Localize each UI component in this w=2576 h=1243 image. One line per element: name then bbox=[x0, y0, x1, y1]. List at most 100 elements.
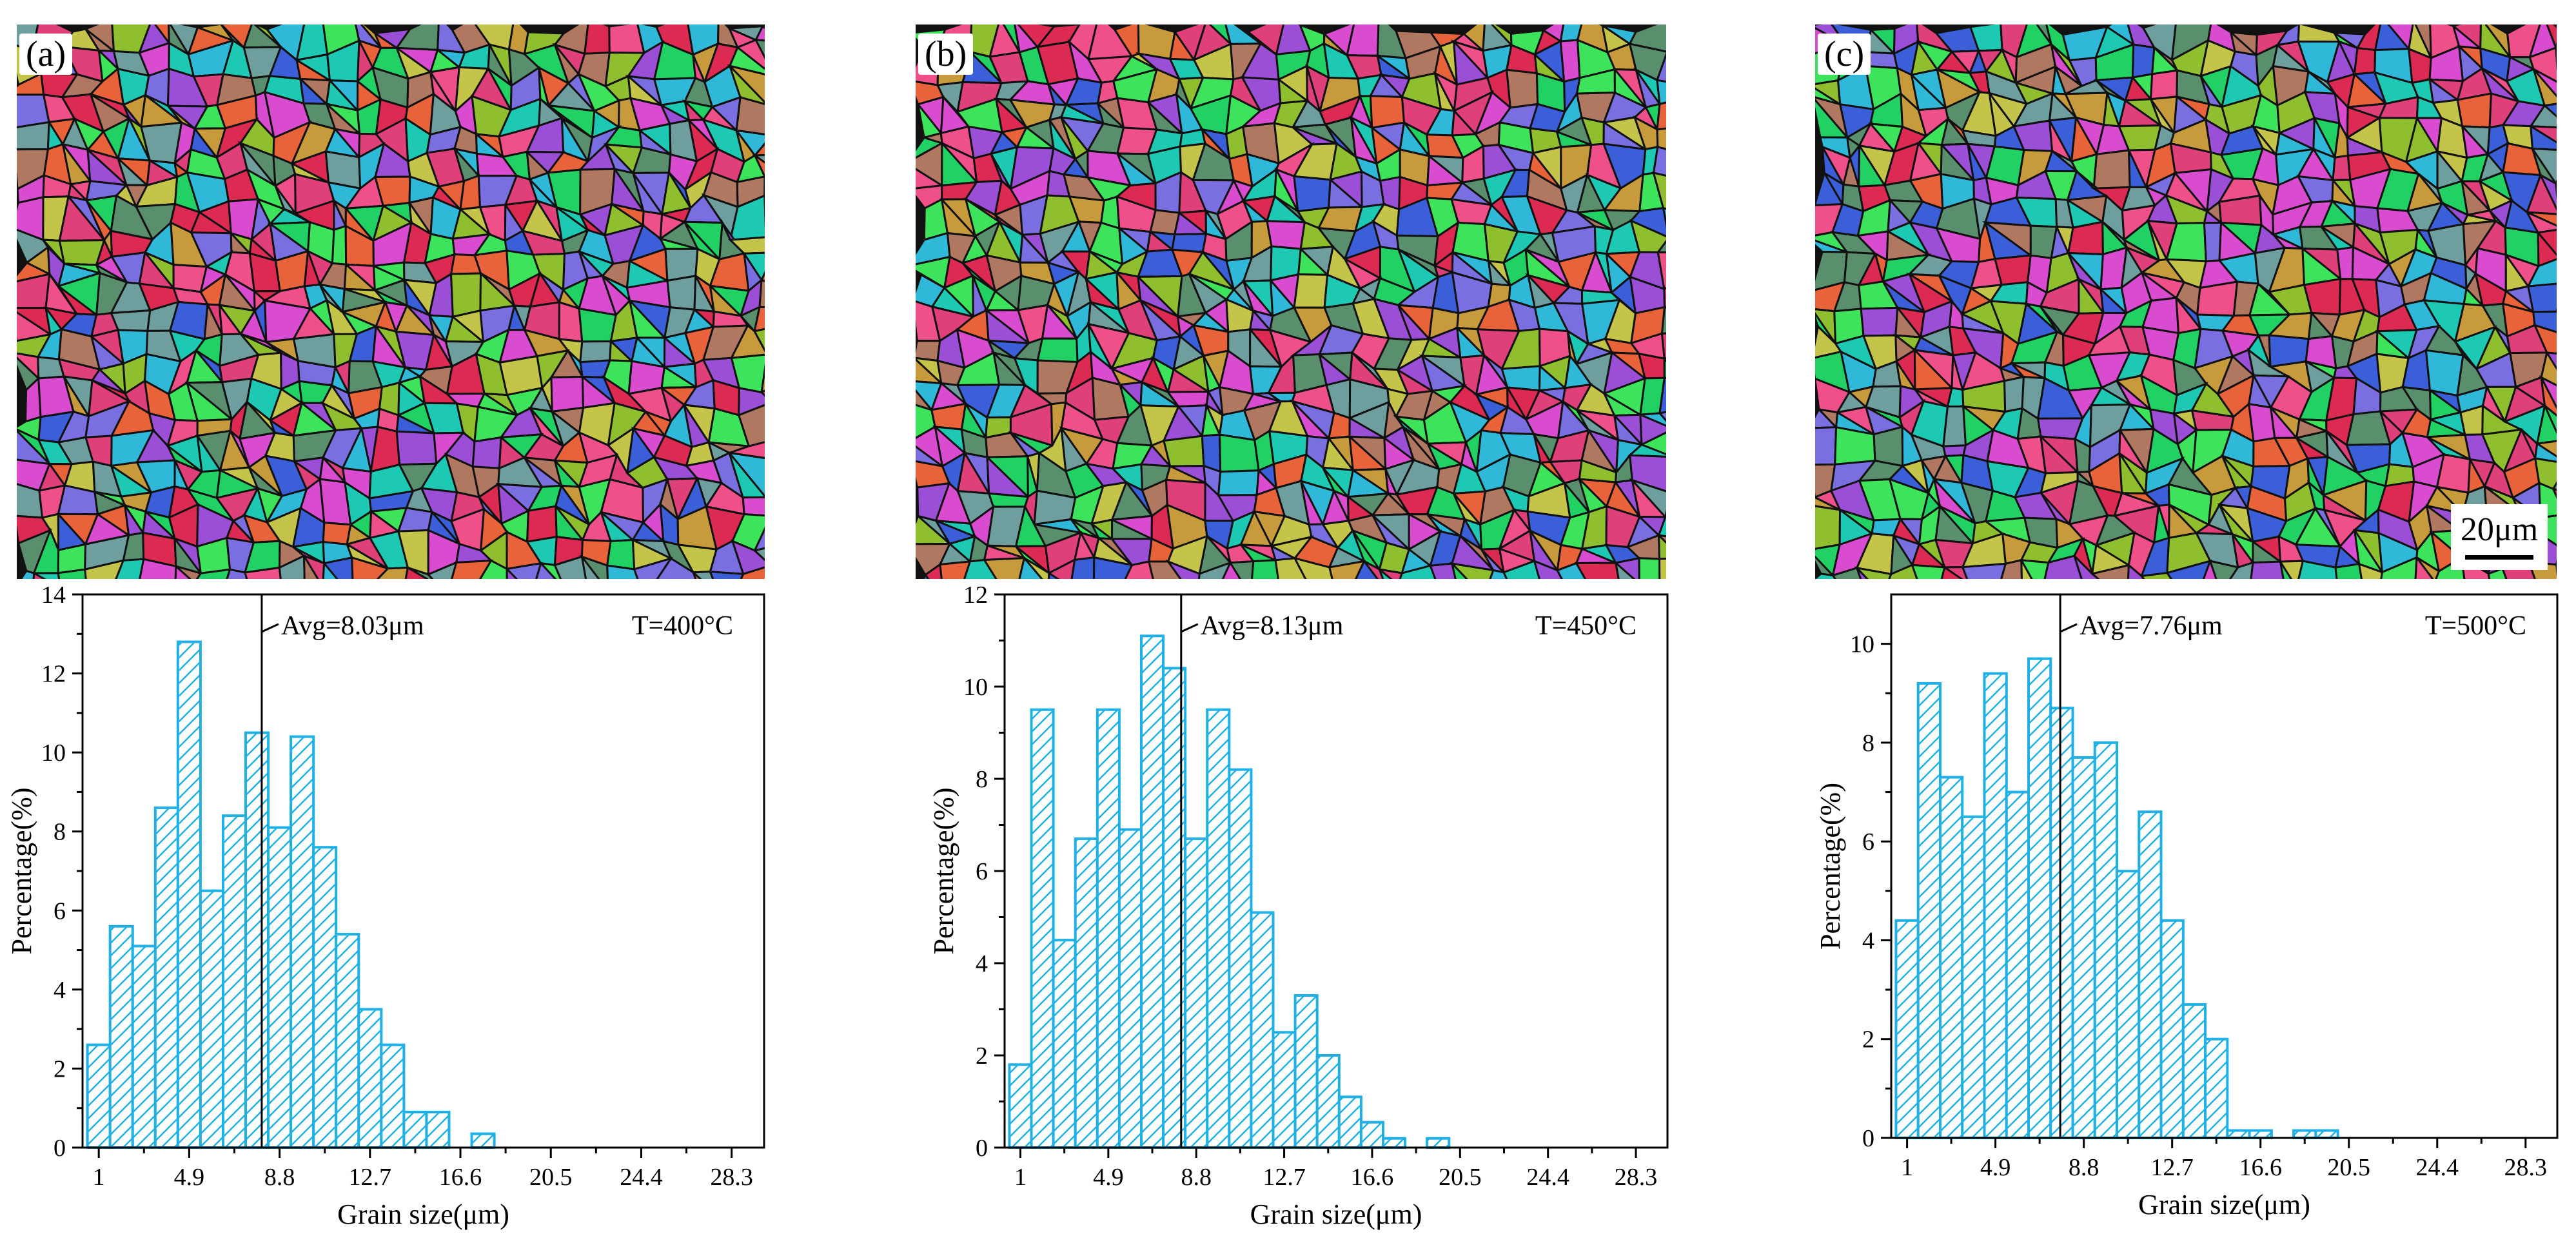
histogram-bar bbox=[359, 1010, 381, 1148]
histogram-bar bbox=[2117, 871, 2139, 1138]
grain bbox=[1294, 275, 1328, 308]
x-tick-label: 1 bbox=[1014, 1164, 1027, 1191]
x-tick-label: 20.5 bbox=[2327, 1154, 2370, 1181]
grain bbox=[1912, 565, 1945, 579]
y-tick-label: 0 bbox=[1862, 1125, 1874, 1152]
grain bbox=[1294, 176, 1330, 211]
histogram-bar bbox=[2250, 1131, 2272, 1138]
y-axis-label: Percentage(%) bbox=[928, 788, 959, 955]
histogram-bar bbox=[1097, 710, 1119, 1148]
x-tick-label: 12.7 bbox=[349, 1164, 392, 1191]
grain bbox=[2457, 93, 2491, 128]
avg-label: Avg=8.13μm bbox=[1201, 611, 1344, 641]
y-tick-label: 2 bbox=[54, 1055, 66, 1082]
histogram-bar bbox=[223, 816, 246, 1148]
histogram-bar bbox=[1273, 1032, 1295, 1148]
grain bbox=[760, 280, 765, 308]
histogram-bar bbox=[1032, 710, 1054, 1148]
x-tick-label: 8.8 bbox=[264, 1164, 295, 1191]
histogram-bar bbox=[1119, 830, 1141, 1148]
y-tick-label: 8 bbox=[54, 819, 66, 846]
scale-bar-label: 20μm bbox=[2451, 508, 2548, 552]
grain-field bbox=[1815, 24, 2557, 579]
histogram-bar bbox=[2095, 743, 2117, 1138]
histogram-bar bbox=[155, 808, 178, 1148]
grain-field bbox=[17, 24, 765, 579]
grain bbox=[1507, 70, 1538, 108]
grain bbox=[1659, 558, 1666, 579]
grain bbox=[17, 122, 49, 149]
avg-label: Avg=7.76μm bbox=[2079, 611, 2223, 641]
histogram-bar bbox=[133, 946, 155, 1148]
y-tick-label: 0 bbox=[976, 1135, 988, 1162]
panel-label-a: (a) bbox=[19, 34, 72, 75]
histogram-bar bbox=[1295, 995, 1317, 1148]
temperature-label: T=450°C bbox=[1535, 611, 1637, 641]
histogram-bar bbox=[1054, 940, 1076, 1148]
x-tick-label: 16.6 bbox=[1351, 1164, 1394, 1191]
histogram-bar bbox=[2161, 921, 2183, 1138]
x-tick-label: 4.9 bbox=[174, 1164, 205, 1191]
grain bbox=[323, 523, 351, 545]
histogram-bar bbox=[426, 1112, 449, 1148]
scale-bar-line bbox=[2465, 555, 2533, 560]
grain bbox=[1070, 558, 1094, 579]
histogram-bar bbox=[268, 828, 291, 1148]
y-tick-label: 10 bbox=[41, 739, 66, 767]
x-tick-label: 1 bbox=[93, 1164, 105, 1191]
histogram-bar bbox=[1076, 839, 1097, 1148]
y-tick-label: 12 bbox=[41, 661, 66, 688]
x-tick-label: 16.6 bbox=[439, 1164, 482, 1191]
grain bbox=[989, 493, 1028, 507]
histogram-bar bbox=[313, 847, 336, 1148]
histogram-bar bbox=[2029, 659, 2050, 1138]
histogram-bar bbox=[2007, 792, 2029, 1138]
ebsd-map-b: (b) bbox=[916, 24, 1666, 579]
grain bbox=[667, 276, 696, 309]
grain bbox=[1815, 427, 1836, 465]
avg-pointer bbox=[262, 624, 279, 632]
histogram-bar bbox=[1962, 817, 1984, 1138]
x-tick-label: 12.7 bbox=[2150, 1154, 2194, 1181]
grain bbox=[2528, 283, 2557, 312]
grain bbox=[585, 24, 610, 54]
histogram-bar bbox=[404, 1112, 426, 1148]
grain bbox=[1267, 221, 1304, 249]
x-tick-label: 28.3 bbox=[2504, 1154, 2548, 1181]
y-tick-label: 4 bbox=[54, 977, 66, 1004]
histogram-bar bbox=[201, 891, 223, 1148]
histogram-bar bbox=[2205, 1039, 2227, 1138]
histogram-bar bbox=[2183, 1004, 2205, 1138]
grain bbox=[2069, 222, 2103, 254]
y-tick-label: 2 bbox=[1862, 1026, 1874, 1053]
grain bbox=[1219, 471, 1259, 495]
histogram-bar bbox=[1339, 1097, 1361, 1148]
grain bbox=[2151, 70, 2178, 99]
y-tick-label: 6 bbox=[54, 897, 66, 925]
grain bbox=[580, 341, 611, 362]
grain bbox=[2354, 48, 2375, 74]
histogram-bar bbox=[381, 1045, 404, 1148]
grain bbox=[710, 572, 743, 579]
grain bbox=[332, 226, 346, 265]
grain bbox=[1943, 406, 1966, 446]
histogram-bar bbox=[291, 737, 313, 1148]
histogram-bar bbox=[1317, 1055, 1339, 1148]
y-tick-label: 8 bbox=[976, 766, 988, 793]
grain bbox=[1815, 505, 1840, 550]
temperature-label: T=400°C bbox=[632, 611, 733, 641]
x-axis-label: Grain size(μm) bbox=[337, 1199, 509, 1230]
histogram-bar bbox=[1427, 1139, 1449, 1148]
y-tick-label: 8 bbox=[1862, 730, 1874, 757]
histogram-bar bbox=[2139, 812, 2161, 1138]
grain bbox=[111, 311, 150, 331]
histogram-bar bbox=[1383, 1139, 1405, 1148]
x-tick-label: 24.4 bbox=[2416, 1154, 2459, 1181]
y-tick-label: 14 bbox=[41, 582, 66, 609]
histogram-bar bbox=[1009, 1064, 1031, 1148]
x-axis-label: Grain size(μm) bbox=[1250, 1199, 1422, 1230]
grain bbox=[1963, 563, 2006, 579]
grain bbox=[2335, 564, 2363, 579]
histogram-bar bbox=[1940, 778, 1962, 1138]
